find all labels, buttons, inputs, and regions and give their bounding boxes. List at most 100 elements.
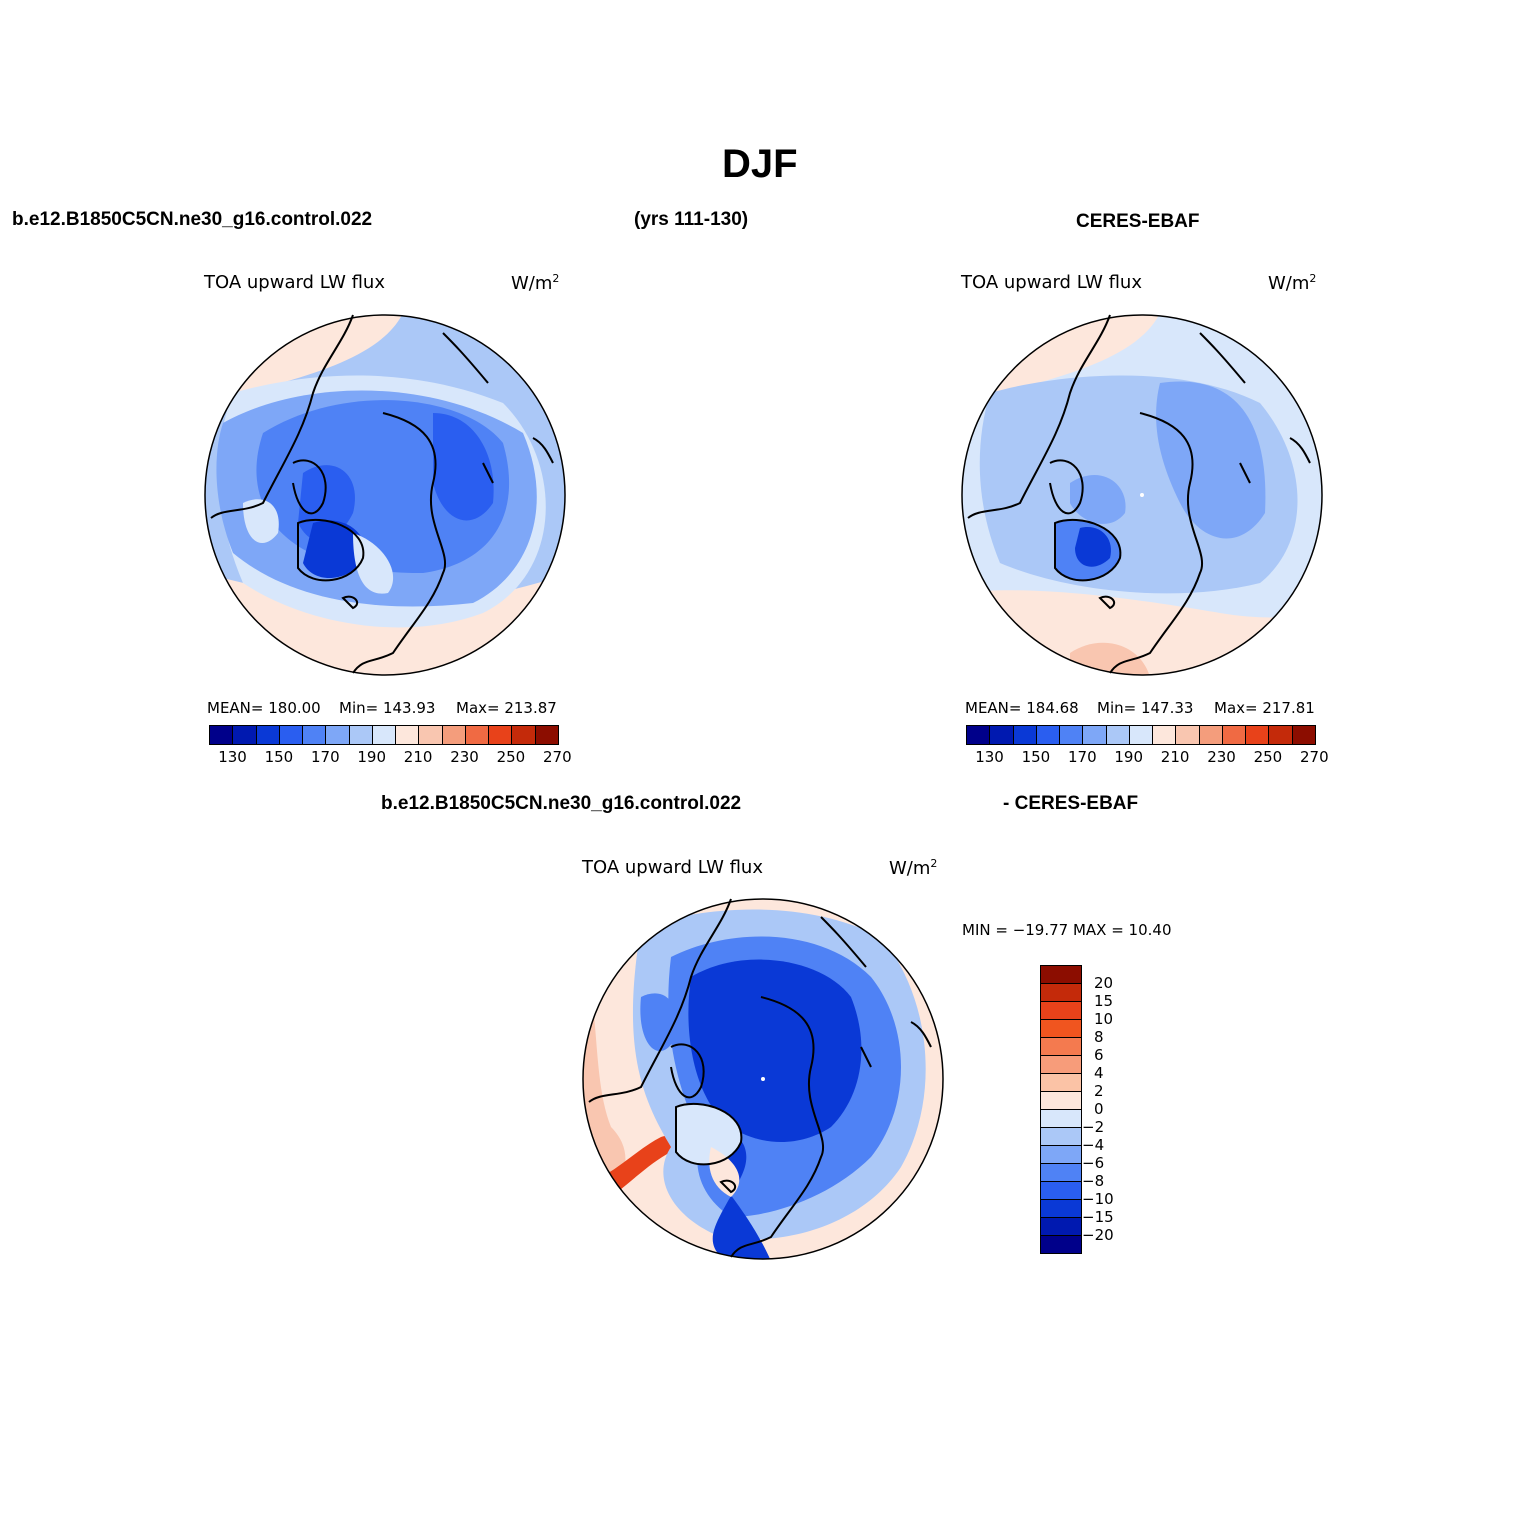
- colorbar-tick-label: 0: [1094, 1100, 1104, 1118]
- colorbar-swatch: [1199, 726, 1223, 744]
- model-max: Max= 213.87: [456, 699, 557, 717]
- colorbar-swatch: [990, 726, 1014, 744]
- colorbar-tick-label: 20: [1094, 974, 1114, 992]
- obs-polar-map: [961, 314, 1323, 676]
- colorbar-tick-label: 190: [357, 748, 387, 766]
- obs-field-label: TOA upward LW flux: [961, 272, 1142, 293]
- colorbar-swatch: [1041, 966, 1081, 984]
- colorbar-tick-label: −15: [1082, 1208, 1114, 1226]
- colorbar-swatch: [1041, 1056, 1081, 1074]
- colorbar-tick-label: 230: [450, 748, 479, 766]
- obs-mean: MEAN= 184.68: [965, 699, 1079, 717]
- colorbar-swatch: [1041, 984, 1081, 1002]
- colorbar-swatch: [1041, 1182, 1081, 1200]
- colorbar-swatch: [512, 726, 536, 744]
- colorbar-tick-label: 6: [1094, 1046, 1104, 1064]
- colorbar-tick-label: 230: [1207, 748, 1236, 766]
- colorbar-swatch: [210, 726, 234, 744]
- model-min: Min= 143.93: [339, 699, 436, 717]
- colorbar-swatch: [1222, 726, 1247, 744]
- colorbar-tick-label: 150: [1021, 748, 1051, 766]
- colorbar-tick-label: 8: [1094, 1028, 1104, 1046]
- colorbar-swatch: [1106, 726, 1130, 744]
- colorbar-swatch: [419, 726, 443, 744]
- colorbar-swatch: [1041, 1218, 1081, 1236]
- diff-units-label: W/m2: [889, 857, 938, 879]
- colorbar-swatch: [1041, 1038, 1081, 1056]
- page-title: DJF: [722, 142, 798, 186]
- obs-min: Min= 147.33: [1097, 699, 1194, 717]
- colorbar-swatch: [1041, 1110, 1081, 1128]
- model-polar-map: [204, 314, 566, 676]
- model-units-label: W/m2: [511, 272, 560, 294]
- colorbar-tick-label: 10: [1094, 1010, 1114, 1028]
- case-name: b.e12.B1850C5CN.ne30_g16.control.022: [12, 209, 373, 230]
- colorbar-swatch: [442, 726, 466, 744]
- colorbar-tick-label: −20: [1082, 1226, 1114, 1244]
- colorbar-swatch: [326, 726, 350, 744]
- diff-colorbar-ticks: 20 15 10 8 6 4 2 0 −2 −4 −6 −8 −10 −15 −20: [1082, 965, 1148, 1255]
- colorbar-swatch: [1013, 726, 1037, 744]
- colorbar-tick-label: 250: [1253, 748, 1283, 766]
- colorbar-tick-label: 170: [311, 748, 340, 766]
- colorbar-tick-label: 190: [1114, 748, 1144, 766]
- model-field-label: TOA upward LW flux: [204, 272, 385, 293]
- colorbar-swatch: [349, 726, 373, 744]
- colorbar-swatch: [1041, 1146, 1081, 1164]
- colorbar-swatch: [256, 726, 280, 744]
- colorbar-swatch: [465, 726, 490, 744]
- diff-polar-map: [582, 898, 944, 1260]
- colorbar-swatch: [279, 726, 304, 744]
- colorbar-swatch: [1153, 726, 1177, 744]
- colorbar-tick-label: 210: [403, 748, 433, 766]
- colorbar-swatch: [1041, 1074, 1081, 1092]
- model-mean: MEAN= 180.00: [207, 699, 321, 717]
- diff-case-name: b.e12.B1850C5CN.ne30_g16.control.022: [381, 793, 742, 814]
- years-label: (yrs 111-130): [634, 209, 749, 230]
- colorbar-swatch: [396, 726, 420, 744]
- colorbar-tick-label: 250: [496, 748, 526, 766]
- diff-minmax: MIN = −19.77 MAX = 10.40: [962, 921, 1172, 939]
- colorbar-tick-label: −6: [1082, 1154, 1105, 1172]
- colorbar-swatch: [233, 726, 257, 744]
- colorbar-swatch: [489, 726, 513, 744]
- colorbar-tick-label: 170: [1068, 748, 1097, 766]
- diff-field-label: TOA upward LW flux: [582, 857, 763, 878]
- colorbar-tick-label: −2: [1082, 1118, 1105, 1136]
- obs-colorbar-ticks: 130 150 170 190 210 230 250 270: [966, 748, 1328, 768]
- colorbar-swatch: [1041, 1092, 1081, 1110]
- colorbar-swatch: [1036, 726, 1061, 744]
- colorbar-tick-label: 15: [1094, 992, 1114, 1010]
- colorbar-swatch: [1083, 726, 1107, 744]
- colorbar-swatch: [303, 726, 327, 744]
- colorbar-swatch: [1041, 1128, 1081, 1146]
- colorbar-swatch: [1041, 1200, 1081, 1218]
- colorbar-swatch: [1292, 726, 1315, 744]
- colorbar-tick-label: 150: [264, 748, 294, 766]
- colorbar-swatch: [535, 726, 558, 744]
- model-colorbar: [209, 725, 559, 745]
- colorbar-swatch: [1060, 726, 1084, 744]
- diff-colorbar: [1040, 965, 1082, 1254]
- colorbar-tick-label: 130: [975, 748, 1004, 766]
- colorbar-tick-label: −10: [1082, 1190, 1114, 1208]
- colorbar-swatch: [372, 726, 397, 744]
- colorbar-swatch: [1176, 726, 1200, 744]
- colorbar-swatch: [967, 726, 991, 744]
- colorbar-tick-label: 270: [543, 748, 572, 766]
- colorbar-swatch: [1041, 1236, 1081, 1253]
- colorbar-swatch: [1041, 1020, 1081, 1038]
- colorbar-tick-label: 210: [1160, 748, 1190, 766]
- colorbar-tick-label: −8: [1082, 1172, 1105, 1190]
- obs-colorbar: [966, 725, 1316, 745]
- colorbar-tick-label: 4: [1094, 1064, 1104, 1082]
- model-colorbar-ticks: 130 150 170 190 210 230 250 270: [209, 748, 571, 768]
- colorbar-swatch: [1129, 726, 1154, 744]
- colorbar-tick-label: 130: [218, 748, 247, 766]
- colorbar-swatch: [1269, 726, 1293, 744]
- colorbar-swatch: [1246, 726, 1270, 744]
- colorbar-tick-label: −4: [1082, 1136, 1105, 1154]
- diff-obs-name: - CERES-EBAF: [1003, 793, 1139, 814]
- colorbar-swatch: [1041, 1002, 1081, 1020]
- colorbar-tick-label: 2: [1094, 1082, 1104, 1100]
